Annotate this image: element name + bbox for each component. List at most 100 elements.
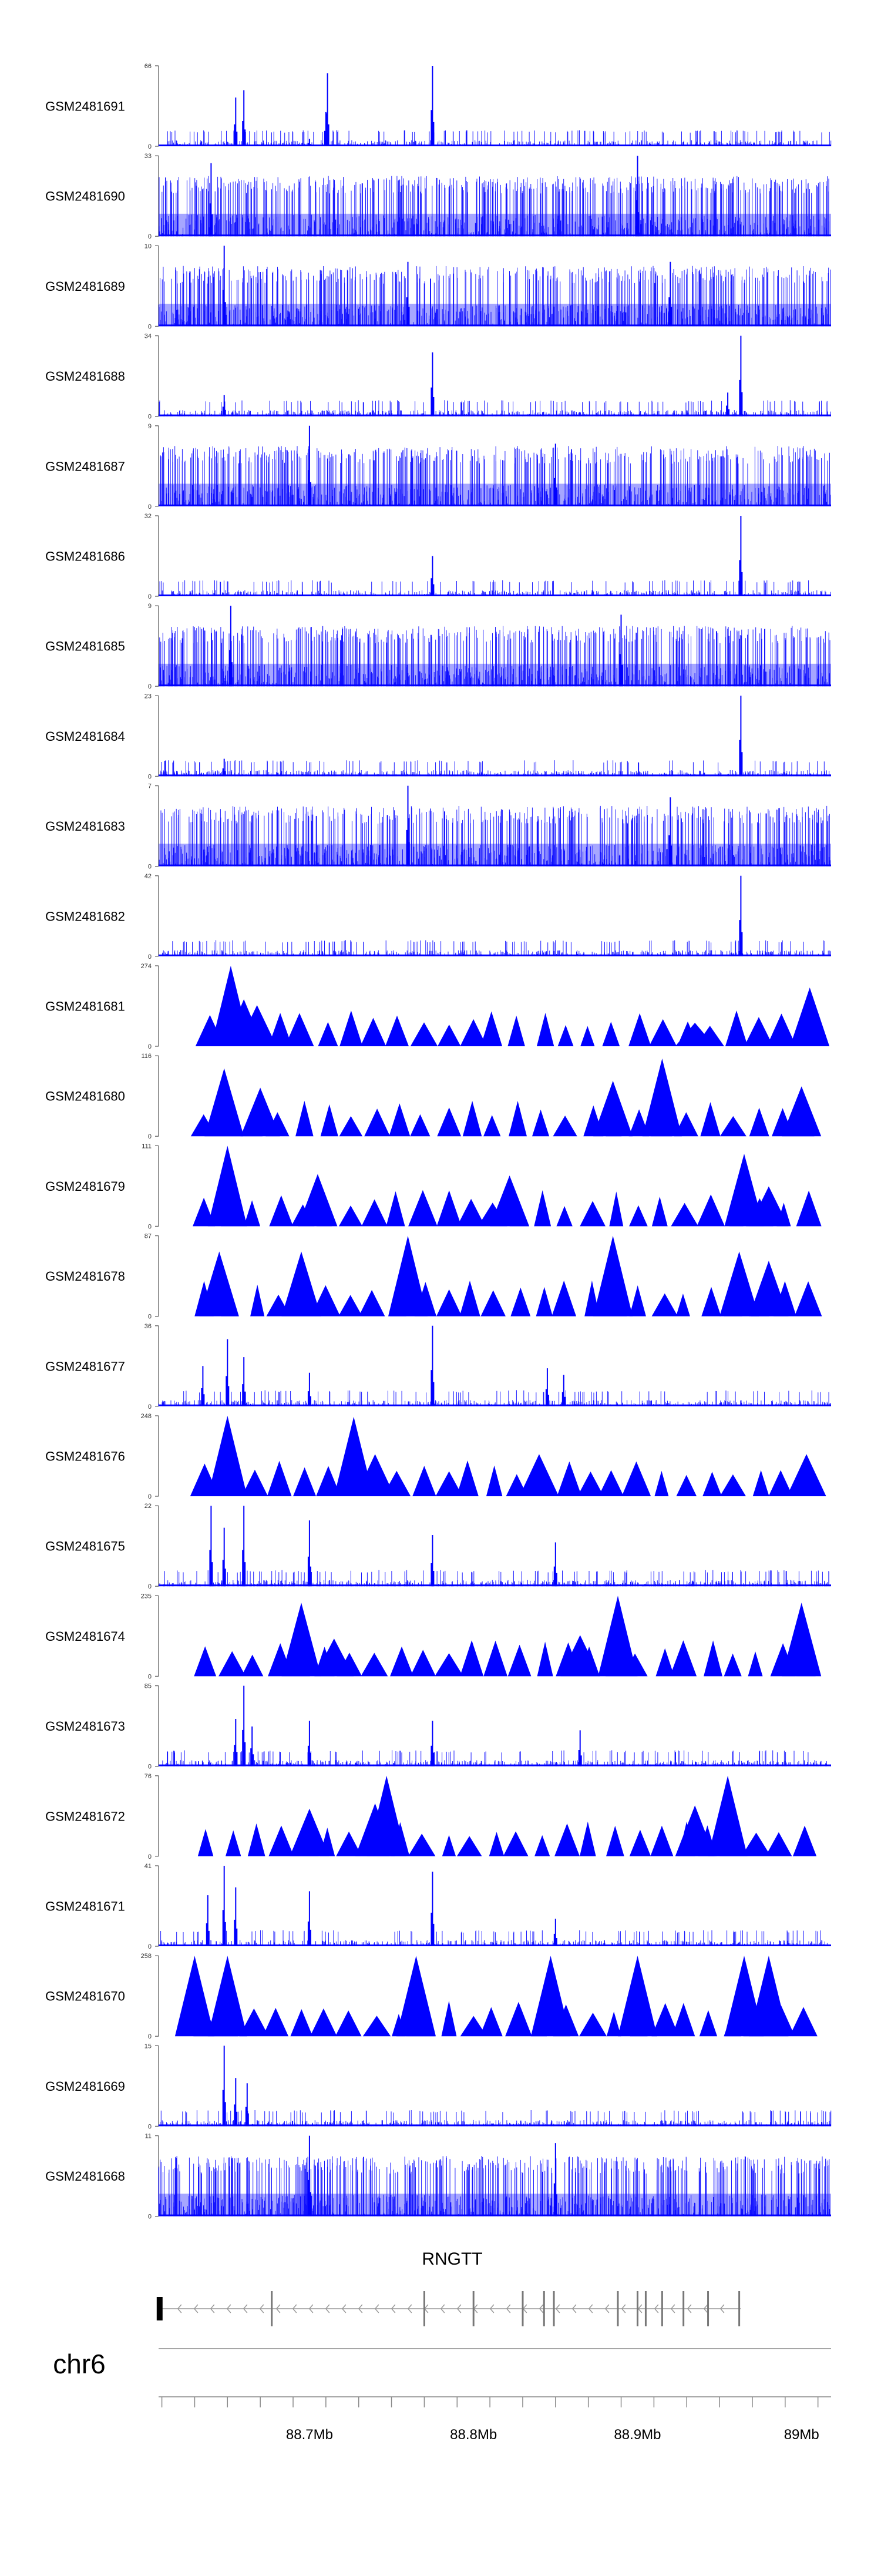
coverage-peak [406, 261, 410, 327]
coverage-signal [190, 1416, 826, 1496]
coverage-peak [782, 1603, 822, 1677]
coverage-signal [159, 156, 831, 237]
y-max-label: 111 [142, 1143, 152, 1150]
coverage-peak [388, 1235, 428, 1316]
y-max-label: 33 [144, 153, 152, 160]
coverage-noise [159, 1570, 830, 1587]
strand-arrow-icon [407, 2304, 412, 2313]
track-GSM2481683: GSM2481683 7 0 [45, 783, 831, 871]
y-min-label: 0 [148, 2214, 152, 2221]
coverage-signal [194, 1235, 822, 1316]
coverage-peak [635, 156, 640, 237]
track-GSM2481678: GSM2481678 87 0 [45, 1233, 822, 1321]
y-min-label: 0 [148, 593, 152, 600]
gene-exon [644, 2291, 647, 2326]
coverage-peak [749, 1186, 789, 1227]
coverage-signal [159, 66, 832, 146]
coverage-noise [158, 2156, 830, 2216]
coverage-noise [158, 266, 831, 327]
track-label: GSM2481691 [45, 99, 125, 114]
y-max-label: 22 [144, 1503, 152, 1510]
coverage-peak [739, 696, 743, 777]
strand-arrow-icon [325, 2304, 330, 2313]
y-max-label: 87 [144, 1233, 152, 1240]
coverage-signal [158, 246, 831, 327]
coverage-peak [204, 1068, 244, 1137]
coverage-noise [159, 626, 830, 687]
strand-arrow-icon [391, 2304, 396, 2313]
strand-arrow-icon [456, 2304, 462, 2313]
strand-arrow-icon [210, 2304, 215, 2313]
coverage-peak [530, 1956, 570, 2037]
coverage-signal [174, 1956, 818, 2037]
coverage-peak [598, 1596, 638, 1677]
track-label: GSM2481685 [45, 639, 125, 654]
coverage-peak [593, 1235, 633, 1316]
coverage-floor [159, 663, 831, 687]
coverage-peak [234, 2078, 238, 2127]
y-min-label: 0 [148, 1133, 152, 1140]
track-label: GSM2481681 [45, 999, 125, 1014]
coverage-peak [234, 1887, 238, 1946]
coverage-peak [281, 1251, 321, 1316]
track-label: GSM2481687 [45, 459, 125, 473]
coverage-signal [158, 425, 831, 506]
y-min-label: 0 [148, 1583, 152, 1590]
coverage-peak [245, 2083, 249, 2127]
y-min-label: 0 [148, 864, 152, 871]
coverage-noise [160, 760, 830, 777]
coverage-baseline [159, 324, 831, 327]
y-max-label: 11 [145, 2133, 152, 2140]
axis-tick-label: 88.8Mb [450, 2427, 497, 2443]
coverage-baseline [159, 145, 831, 146]
coverage-signal [159, 785, 831, 866]
coverage-signal [159, 1685, 831, 1766]
track-label: GSM2481680 [45, 1089, 125, 1104]
coverage-peak [545, 1368, 549, 1406]
coverage-background [193, 1190, 822, 1227]
coverage-peak [314, 1638, 354, 1677]
coverage-peak [355, 1803, 395, 1856]
coverage-peak [553, 1542, 557, 1587]
coverage-noise [160, 1930, 828, 1946]
strand-arrow-icon [604, 2304, 610, 2313]
track-label: GSM2481683 [45, 819, 125, 834]
gene-annotation-layer: RNGTT [156, 2249, 741, 2326]
y-min-label: 0 [148, 1314, 152, 1321]
y-min-label: 0 [148, 1223, 152, 1230]
gene-exon [636, 2291, 638, 2326]
track-GSM2481688: GSM2481688 34 0 [45, 333, 831, 421]
y-max-label: 274 [141, 963, 152, 970]
coverage-peak [786, 1454, 826, 1496]
track-GSM2481675: GSM2481675 22 0 [45, 1503, 831, 1590]
strand-arrow-icon [621, 2304, 626, 2313]
track-label: GSM2481678 [45, 1269, 125, 1284]
track-label: GSM2481672 [45, 1809, 125, 1823]
y-max-label: 34 [144, 333, 152, 340]
y-max-label: 41 [144, 1863, 152, 1870]
track-label: GSM2481690 [45, 189, 125, 204]
coverage-signal [159, 1506, 831, 1587]
coverage-peak [790, 988, 830, 1046]
coverage-peak [642, 1058, 682, 1137]
strand-arrow-icon [308, 2304, 314, 2313]
coverage-peak [290, 1808, 329, 1856]
coverage-peak [578, 1730, 582, 1766]
coverage-peak [206, 1895, 210, 1946]
strand-arrow-icon [719, 2304, 725, 2313]
axis-tick-label: 88.7Mb [286, 2427, 333, 2443]
track-label: GSM2481688 [45, 369, 125, 384]
y-max-label: 76 [144, 1773, 152, 1780]
coverage-baseline [159, 234, 831, 237]
coverage-signal [197, 1775, 817, 1856]
coverage-peak [782, 1086, 822, 1137]
coverage-peak [724, 1956, 764, 2037]
gene-exon [156, 2297, 163, 2320]
track-label: GSM2481675 [45, 1539, 125, 1554]
strand-arrow-icon [243, 2304, 248, 2313]
coverage-baseline [159, 1584, 831, 1587]
y-min-label: 0 [148, 1853, 152, 1860]
gene-exon [472, 2291, 475, 2326]
